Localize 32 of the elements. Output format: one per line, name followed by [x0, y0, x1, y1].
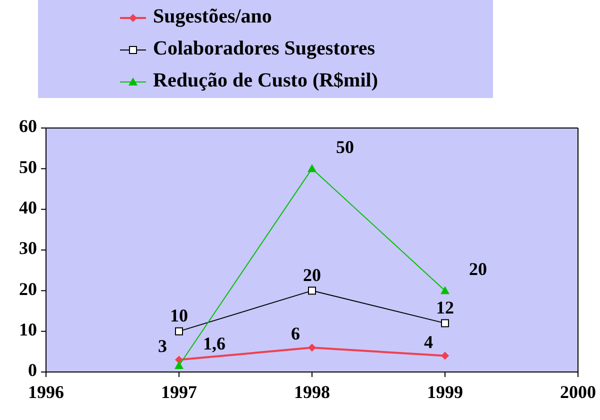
data-label: 10: [170, 305, 188, 326]
y-tick-label: 50: [19, 156, 37, 177]
x-tick-label: 1997: [161, 382, 197, 402]
point: [308, 286, 316, 295]
data-label: 3: [158, 336, 167, 356]
point: [441, 352, 449, 360]
y-tick-label: 10: [19, 319, 37, 340]
x-tick-label: 2000: [560, 382, 596, 402]
legend-label: Sugestões/ano: [153, 6, 272, 28]
legend-label: Redução de Custo (R$mil): [153, 70, 378, 92]
y-tick-label: 30: [19, 238, 37, 258]
y-tick-label: 0: [28, 360, 37, 380]
x-tick-label: 1998: [294, 382, 330, 402]
point: [440, 286, 450, 294]
data-label: 1,6: [203, 334, 226, 354]
data-label: 20: [303, 264, 321, 285]
y-tick-label: 60: [19, 116, 37, 136]
data-label: 4: [424, 332, 433, 352]
y-tick-label: 20: [19, 278, 37, 299]
x-tick-label: 1999: [427, 382, 463, 402]
data-label: 6: [291, 324, 300, 344]
point: [174, 360, 184, 369]
point: [175, 327, 183, 336]
point: [308, 164, 316, 172]
data-label: 12: [436, 297, 454, 318]
data-label: 50: [336, 136, 354, 157]
point: [308, 344, 316, 352]
data-label: 20: [469, 258, 487, 279]
y-tick-label: 40: [19, 197, 37, 218]
legend-label: Colaboradores Sugestores: [153, 38, 376, 60]
point: [441, 319, 449, 328]
x-tick-label: 1996: [28, 382, 64, 402]
